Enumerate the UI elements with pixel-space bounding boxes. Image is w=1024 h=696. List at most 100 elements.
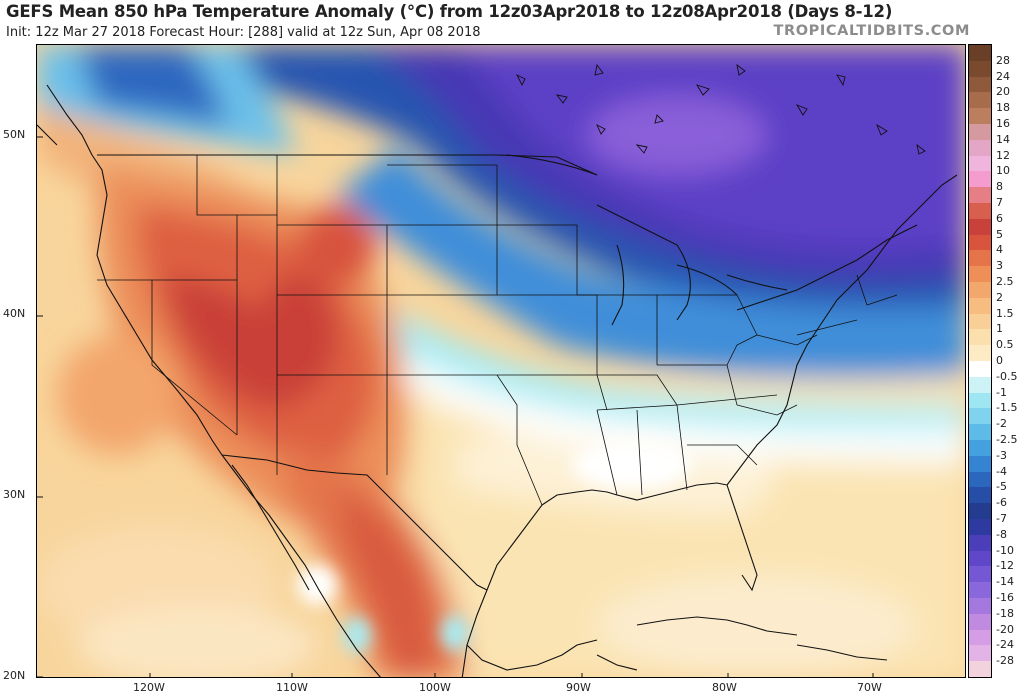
colorbar-label: -10 [996, 543, 1014, 557]
colorbar-cell [969, 108, 991, 125]
header: GEFS Mean 850 hPa Temperature Anomaly (°… [0, 0, 1024, 44]
colorbar-label: 10 [996, 164, 1010, 178]
colorbar-label: -1 [996, 385, 1007, 399]
colorbar-cell [969, 550, 991, 567]
colorbar-label: -4 [996, 464, 1007, 478]
colorbar-label: 20 [996, 85, 1010, 99]
colorbar-label: 1 [996, 322, 1003, 336]
lat-label-20n: 20N [3, 669, 26, 682]
colorbar-cell [969, 519, 991, 536]
colorbar-cell [969, 566, 991, 583]
colorbar-label: -16 [996, 591, 1014, 604]
colorbar-cell [969, 534, 991, 552]
colorbar-cell [969, 282, 991, 299]
anomaly-field [37, 45, 965, 677]
colorbar-label: 8 [996, 180, 1003, 194]
colorbar-cell [969, 503, 991, 520]
colorbar-cell [969, 266, 991, 283]
colorbar-label: 2.5 [996, 275, 1014, 288]
colorbar-cell [969, 155, 991, 172]
colorbar-label: -2 [996, 417, 1007, 431]
lon-label-90w: 90W [566, 681, 591, 694]
colorbar-label: -20 [996, 622, 1014, 636]
colorbar-cell [969, 45, 991, 61]
colorbar-label: -18 [996, 606, 1014, 620]
lon-label-80w: 80W [712, 681, 737, 694]
colorbar-cell [969, 124, 991, 141]
colorbar-cell [969, 187, 991, 204]
colorbar-cell [969, 613, 991, 631]
site-watermark: TROPICALTIDBITS.COM [773, 23, 970, 39]
colorbar-label: 7 [996, 196, 1003, 209]
map-panel [36, 44, 966, 678]
colorbar-label: 28 [996, 53, 1010, 67]
northern-islands [515, 63, 926, 155]
colorbar [968, 44, 992, 678]
colorbar-label: 1.5 [996, 306, 1014, 320]
colorbar-cell [969, 408, 991, 425]
colorbar-label: -7 [996, 512, 1007, 525]
colorbar-cell [969, 376, 991, 394]
colorbar-cell [969, 645, 991, 662]
colorbar-label: -1.5 [996, 401, 1018, 415]
colorbar-cell [969, 661, 991, 678]
colorbar-cell [969, 361, 991, 378]
lat-label-50n: 50N [3, 128, 26, 141]
lon-label-70w: 70W [857, 681, 882, 694]
lon-label-100w: 100W [419, 681, 451, 694]
colorbar-label: -6 [996, 496, 1007, 510]
colorbar-cell [969, 234, 991, 251]
colorbar-label: -3 [996, 448, 1007, 462]
colorbar-cell [969, 313, 991, 330]
lat-label-30n: 30N [3, 488, 26, 501]
colorbar-label: 18 [996, 101, 1010, 115]
colorbar-label: 14 [996, 132, 1010, 146]
colorbar-cell [969, 487, 991, 504]
colorbar-label: -28 [996, 654, 1014, 668]
colorbar-cell [969, 629, 991, 646]
state-borders [97, 155, 898, 506]
colorbar-cell [969, 582, 991, 599]
colorbar-cell [969, 76, 991, 93]
colorbar-cell [969, 471, 991, 488]
colorbar-cell [969, 218, 991, 236]
colorbar-cell [969, 424, 991, 441]
colorbar-cell [969, 297, 991, 315]
colorbar-cell [969, 171, 991, 188]
colorbar-label: 6 [996, 211, 1003, 225]
colorbar-label: -14 [996, 575, 1014, 589]
colorbar-cell [969, 329, 991, 346]
anomaly-map [37, 45, 965, 677]
colorbar-cell [969, 345, 991, 362]
colorbar-cell [969, 598, 991, 615]
colorbar-label: 0 [996, 354, 1003, 367]
colorbar-label: 24 [996, 69, 1010, 83]
colorbar-label: -0.5 [996, 369, 1018, 383]
colorbar-label: 4 [996, 243, 1003, 257]
coastlines [37, 84, 958, 677]
colorbar-label: -5 [996, 480, 1007, 494]
colorbar-label: 16 [996, 117, 1010, 130]
colorbar-label: 12 [996, 148, 1010, 162]
colorbar-cell [969, 139, 991, 157]
colorbar-cell [969, 455, 991, 473]
colorbar-cell [969, 440, 991, 457]
colorbar-label: 0.5 [996, 338, 1014, 352]
colorbar-cell [969, 92, 991, 109]
colorbar-label: 5 [996, 227, 1003, 241]
colorbar-label: 3 [996, 259, 1003, 273]
colorbar-cell [969, 392, 991, 409]
colorbar-label: -24 [996, 638, 1014, 652]
colorbar-label: -12 [996, 559, 1014, 573]
lon-label-120w: 120W [133, 681, 165, 694]
colorbar-cell [969, 60, 991, 78]
lon-label-110w: 110W [276, 681, 308, 694]
lat-label-40n: 40N [3, 307, 26, 320]
anomaly-highlights [297, 440, 692, 653]
colorbar-cell [969, 250, 991, 267]
map-title: GEFS Mean 850 hPa Temperature Anomaly (°… [6, 2, 893, 21]
colorbar-label: 2 [996, 290, 1003, 304]
axis-ticks [37, 136, 874, 677]
colorbar-label: -2.5 [996, 433, 1018, 446]
colorbar-label: -8 [996, 527, 1007, 541]
